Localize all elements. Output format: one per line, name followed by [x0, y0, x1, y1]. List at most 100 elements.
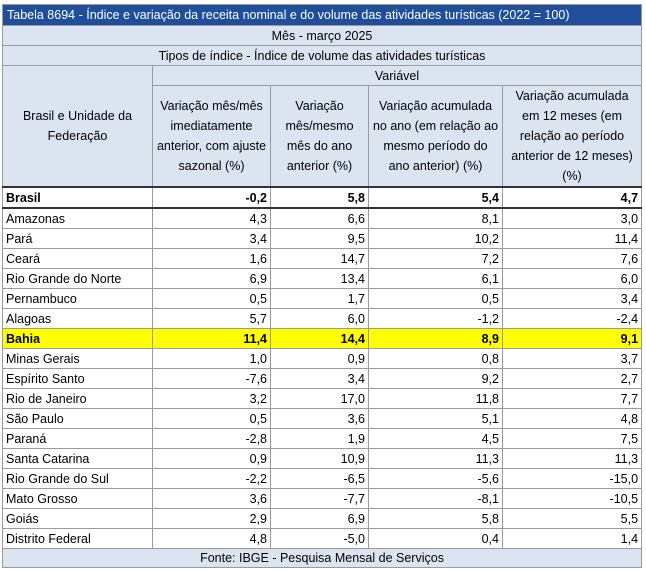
value-cell: 4,5 [368, 428, 503, 449]
column-header-mom-sa: Variação mês/mês imediatamente anterior,… [152, 85, 271, 188]
value-cell: 7,7 [501, 388, 643, 409]
value-cell: 17,0 [270, 388, 369, 409]
value-cell: 3,2 [152, 388, 271, 409]
value-cell: 3,4 [501, 288, 643, 309]
value-cell: 1,7 [270, 288, 369, 309]
table-row: Brasil -0,2 5,8 5,4 4,7 [2, 186, 643, 209]
value-cell: 14,7 [270, 248, 369, 269]
region-name-cell: Espírito Santo [2, 368, 153, 389]
region-name-cell: Pernambuco [2, 288, 153, 309]
value-cell: 11,3 [368, 448, 503, 469]
value-cell: 6,1 [368, 268, 503, 289]
value-cell: 3,4 [270, 368, 369, 389]
index-type-label: Tipos de índice - Índice de volume das a… [1, 45, 643, 66]
value-cell: 5,8 [368, 508, 503, 529]
value-cell: 11,3 [501, 448, 643, 469]
value-cell: 9,5 [270, 228, 369, 249]
table-row: Rio Grande do Sul -2,2 -6,5 -5,6 -15,0 [2, 468, 643, 489]
value-cell: 10,9 [270, 448, 369, 469]
column-header-ytd: Variação acumulada no ano (em relação ao… [368, 85, 503, 188]
value-cell: 0,5 [152, 288, 271, 309]
region-name-cell: Mato Grosso [2, 488, 153, 509]
value-cell: 4,8 [152, 528, 271, 549]
value-cell: 0,9 [152, 448, 271, 469]
value-cell: -0,2 [152, 186, 271, 209]
value-cell: 1,6 [152, 248, 271, 269]
value-cell: 5,8 [270, 186, 369, 209]
value-cell: 6,6 [270, 207, 369, 229]
value-cell: 1,0 [152, 348, 271, 369]
region-name-cell: Rio de Janeiro [2, 388, 153, 409]
table-row: Santa Catarina 0,9 10,9 11,3 11,3 [2, 448, 643, 469]
table-row: Ceará 1,6 14,7 7,2 7,6 [2, 248, 643, 269]
value-cell: 3,6 [270, 408, 369, 429]
value-cell: 3,0 [501, 207, 643, 229]
value-cell: 4,7 [501, 186, 643, 209]
region-name-cell: Rio Grande do Norte [2, 268, 153, 289]
value-cell: 6,0 [501, 268, 643, 289]
value-cell: 5,1 [368, 408, 503, 429]
value-cell: -2,2 [152, 468, 271, 489]
row-header: Brasil e Unidade da Federação [2, 65, 153, 188]
value-cell: -2,4 [501, 308, 643, 329]
data-table-container: Tabela 8694 - Índice e variação da recei… [1, 4, 643, 568]
value-cell: 7,2 [368, 248, 503, 269]
column-header-12m: Variação acumulada em 12 meses (em relaç… [501, 85, 643, 188]
period-label: Mês - março 2025 [1, 25, 643, 46]
value-cell: 2,7 [501, 368, 643, 389]
table-row: Minas Gerais 1,0 0,9 0,8 3,7 [2, 348, 643, 369]
value-cell: 0,9 [270, 348, 369, 369]
value-cell: 0,8 [368, 348, 503, 369]
table-row: Mato Grosso 3,6 -7,7 -8,1 -10,5 [2, 488, 643, 509]
region-name-cell: Minas Gerais [2, 348, 153, 369]
value-cell: 1,4 [501, 528, 643, 549]
table-row: Bahia 11,4 14,4 8,9 9,1 [2, 328, 643, 349]
value-cell: -2,8 [152, 428, 271, 449]
source-note: Fonte: IBGE - Pesquisa Mensal de Serviço… [1, 548, 643, 568]
value-cell: -5,0 [270, 528, 369, 549]
value-cell: 6,9 [270, 508, 369, 529]
table-body: Brasil -0,2 5,8 5,4 4,7 Amazonas 4,3 6,6 8,1 3,0 P… [2, 186, 643, 549]
value-cell: 0,5 [152, 408, 271, 429]
value-cell: 3,4 [152, 228, 271, 249]
region-name-cell: Goiás [2, 508, 153, 529]
value-cell: -15,0 [501, 468, 643, 489]
table-row: Espírito Santo -7,6 3,4 9,2 2,7 [2, 368, 643, 389]
value-cell: 13,4 [270, 268, 369, 289]
value-cell: 1,9 [270, 428, 369, 449]
value-cell: 4,8 [501, 408, 643, 429]
value-cell: 11,8 [368, 388, 503, 409]
value-cell: -7,6 [152, 368, 271, 389]
region-name-cell: Distrito Federal [2, 528, 153, 549]
region-name-cell: Santa Catarina [2, 448, 153, 469]
value-cell: 4,3 [152, 207, 271, 229]
value-cell: 11,4 [501, 228, 643, 249]
region-name-cell: Bahia [2, 328, 153, 349]
value-cell: 9,1 [501, 328, 643, 349]
value-cell: 0,4 [368, 528, 503, 549]
value-cell: -10,5 [501, 488, 643, 509]
value-cell: -7,7 [270, 488, 369, 509]
table-title: Tabela 8694 - Índice e variação da recei… [1, 4, 643, 26]
region-name-cell: Alagoas [2, 308, 153, 329]
region-name-cell: São Paulo [2, 408, 153, 429]
variable-header: Variável [151, 65, 643, 86]
table-row: Paraná -2,8 1,9 4,5 7,5 [2, 428, 643, 449]
table-row: Distrito Federal 4,8 -5,0 0,4 1,4 [2, 528, 643, 549]
value-cell: 8,1 [368, 207, 503, 229]
value-cell: -6,5 [270, 468, 369, 489]
value-cell: -5,6 [368, 468, 503, 489]
table-row: Alagoas 5,7 6,0 -1,2 -2,4 [2, 308, 643, 329]
region-name-cell: Rio Grande do Sul [2, 468, 153, 489]
value-cell: 3,7 [501, 348, 643, 369]
value-cell: 2,9 [152, 508, 271, 529]
table-row: Rio de Janeiro 3,2 17,0 11,8 7,7 [2, 388, 643, 409]
value-cell: 10,2 [368, 228, 503, 249]
table-row: Amazonas 4,3 6,6 8,1 3,0 [2, 207, 643, 229]
value-cell: 9,2 [368, 368, 503, 389]
value-cell: 8,9 [368, 328, 503, 349]
value-cell: 5,4 [368, 186, 503, 209]
region-name-cell: Amazonas [2, 207, 153, 229]
table-row: Goiás 2,9 6,9 5,8 5,5 [2, 508, 643, 529]
region-name-cell: Ceará [2, 248, 153, 269]
